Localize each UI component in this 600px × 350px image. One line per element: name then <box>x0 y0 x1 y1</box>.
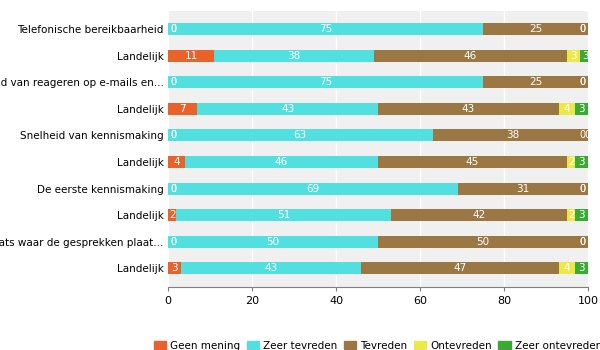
Text: 0: 0 <box>580 131 586 140</box>
Text: 38: 38 <box>506 131 519 140</box>
Bar <box>483 76 588 88</box>
Bar <box>458 183 588 195</box>
Text: 2: 2 <box>169 210 176 220</box>
Text: 0: 0 <box>170 237 176 247</box>
Text: 45: 45 <box>466 157 479 167</box>
Text: 0: 0 <box>580 237 586 247</box>
Text: 46: 46 <box>275 157 288 167</box>
Text: 63: 63 <box>293 131 307 140</box>
Text: 50: 50 <box>476 237 490 247</box>
Bar <box>168 130 433 141</box>
Bar <box>374 50 567 62</box>
Text: 42: 42 <box>472 210 485 220</box>
Text: 0: 0 <box>170 184 176 194</box>
Bar <box>575 262 588 274</box>
Text: 0: 0 <box>170 237 176 247</box>
Text: 0: 0 <box>584 131 590 140</box>
Text: 0: 0 <box>170 184 176 194</box>
Text: 43: 43 <box>281 104 295 114</box>
Text: 2: 2 <box>568 157 575 167</box>
Bar <box>567 156 575 168</box>
Bar <box>361 262 559 274</box>
Bar <box>168 103 197 115</box>
Text: 0: 0 <box>170 131 176 140</box>
Text: 46: 46 <box>464 51 477 61</box>
Text: 0: 0 <box>580 77 586 87</box>
Text: 4: 4 <box>173 157 180 167</box>
Bar <box>168 23 483 35</box>
Text: 75: 75 <box>319 24 332 34</box>
Bar <box>168 183 458 195</box>
Text: 25: 25 <box>529 77 542 87</box>
Text: 3: 3 <box>578 157 585 167</box>
Bar <box>559 262 575 274</box>
Text: 47: 47 <box>453 264 467 273</box>
Text: 0: 0 <box>580 77 586 87</box>
Bar <box>176 209 391 221</box>
Text: 0: 0 <box>580 24 586 34</box>
Text: 2: 2 <box>568 210 575 220</box>
Text: 0: 0 <box>170 24 176 34</box>
Bar <box>483 23 588 35</box>
Bar <box>567 50 580 62</box>
Bar <box>580 50 592 62</box>
Bar <box>181 262 361 274</box>
Bar <box>185 156 378 168</box>
Text: 3: 3 <box>583 51 589 61</box>
Text: 50: 50 <box>266 237 280 247</box>
Bar <box>214 50 374 62</box>
Text: 38: 38 <box>287 51 301 61</box>
Bar <box>575 156 588 168</box>
Bar <box>197 103 378 115</box>
Text: 3: 3 <box>570 51 577 61</box>
Bar <box>378 236 588 248</box>
Text: 0: 0 <box>170 77 176 87</box>
Bar <box>168 156 185 168</box>
Bar <box>575 209 588 221</box>
Text: 0: 0 <box>170 77 176 87</box>
Bar <box>378 156 567 168</box>
Bar <box>567 209 575 221</box>
Text: 43: 43 <box>264 264 278 273</box>
Text: 0: 0 <box>580 237 586 247</box>
Text: 75: 75 <box>319 77 332 87</box>
Bar <box>168 209 176 221</box>
Text: 11: 11 <box>184 51 198 61</box>
Text: 3: 3 <box>578 104 585 114</box>
Bar <box>559 103 575 115</box>
Bar <box>378 103 559 115</box>
Text: 69: 69 <box>306 184 320 194</box>
Bar <box>575 103 588 115</box>
Bar <box>168 76 483 88</box>
Text: 0: 0 <box>170 131 176 140</box>
Text: 7: 7 <box>179 104 186 114</box>
Bar <box>433 130 592 141</box>
Text: 31: 31 <box>516 184 530 194</box>
Text: 43: 43 <box>461 104 475 114</box>
Text: 3: 3 <box>171 264 178 273</box>
Text: 3: 3 <box>578 264 585 273</box>
Bar <box>168 50 214 62</box>
Text: 51: 51 <box>277 210 290 220</box>
Text: 0: 0 <box>170 24 176 34</box>
Text: 4: 4 <box>563 104 571 114</box>
Text: 4: 4 <box>563 264 571 273</box>
Bar <box>168 236 378 248</box>
Legend: Geen mening, Zeer tevreden, Tevreden, Ontevreden, Zeer ontevreden: Geen mening, Zeer tevreden, Tevreden, On… <box>149 336 600 350</box>
Text: 0: 0 <box>580 24 586 34</box>
Text: 25: 25 <box>529 24 542 34</box>
Text: 0: 0 <box>580 184 586 194</box>
Text: 3: 3 <box>578 210 585 220</box>
Bar <box>168 262 181 274</box>
Bar <box>391 209 567 221</box>
Text: 0: 0 <box>580 184 586 194</box>
